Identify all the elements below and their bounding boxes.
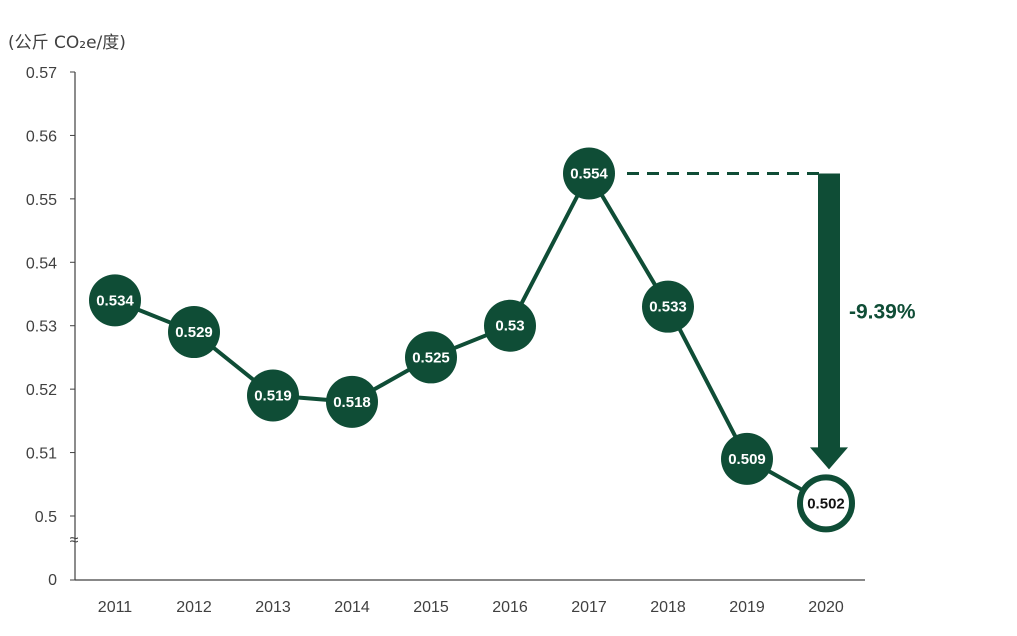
data-point-marker: [247, 369, 299, 422]
data-point-label: 0.554: [570, 165, 608, 182]
x-tick-label: 2015: [413, 599, 449, 616]
data-point-label: 0.502: [807, 495, 845, 512]
data-point-label: 0.525: [412, 349, 450, 366]
data-point-marker: [642, 280, 694, 333]
x-tick-label: 2016: [492, 599, 528, 616]
data-point: 0.525: [405, 331, 457, 384]
x-tick-label: 2018: [650, 599, 686, 616]
series-line: [113, 171, 828, 506]
y-tick-label: 0.54: [26, 255, 57, 272]
y-tick-label: 0.55: [26, 192, 57, 209]
x-tick-label: 2017: [571, 599, 607, 616]
down-arrow-icon: [810, 173, 848, 470]
data-point: 0.53: [484, 299, 536, 352]
y-tick-label: 0.57: [26, 65, 57, 82]
y-tick-label: 0.5: [35, 509, 57, 526]
data-point: 0.533: [642, 280, 694, 333]
x-tick-label: 2011: [98, 599, 133, 616]
series-segment: [666, 304, 749, 461]
x-tick-label: 2012: [176, 599, 212, 616]
axis-break-symbol: ≈: [70, 532, 79, 549]
data-point-marker: [89, 274, 141, 327]
x-tick-label: 2020: [808, 599, 844, 616]
y-tick-label: 0.53: [26, 319, 57, 336]
data-point-label: 0.529: [175, 324, 213, 341]
data-point-label: 0.53: [495, 318, 524, 335]
x-axis-ticks: 2011 2012 2013 2014 2015 2016 2017 2018 2019 2020: [98, 599, 844, 616]
data-point-marker: [484, 299, 536, 352]
data-point-marker: [405, 331, 457, 384]
data-points: 0.534 0.529 0.519 0.518 0.525 0.53 0.554 0.533 0…: [89, 147, 855, 533]
y-tick-label: 0.51: [26, 446, 57, 463]
data-point: 0.509: [721, 432, 773, 485]
change-annotation: -9.39%: [627, 171, 916, 470]
data-point-marker: [168, 306, 220, 359]
data-point-marker: [797, 474, 855, 533]
data-point-label: 0.534: [96, 292, 134, 309]
y-axis-ticks: 0.5 0.51 0.52 0.53 0.54 0.55 0.56 0.57 0 ≈: [26, 65, 79, 589]
data-point: 0.502: [797, 474, 855, 533]
x-tick-label: 2014: [334, 599, 370, 616]
data-point: 0.534: [89, 274, 141, 327]
x-tick-label: 2019: [729, 599, 765, 616]
data-point-marker: [563, 147, 615, 200]
data-point-label: 0.509: [728, 451, 766, 468]
data-point: 0.554: [563, 147, 615, 200]
data-point-marker: [326, 375, 378, 428]
data-point-marker: [721, 432, 773, 485]
series-segment: [508, 171, 591, 328]
percent-change-label: -9.39%: [849, 300, 916, 323]
data-point: 0.518: [326, 375, 378, 428]
y-tick-label: 0.56: [26, 128, 57, 145]
data-point-label: 0.519: [254, 387, 292, 404]
data-point-label: 0.533: [649, 299, 687, 316]
y-axis-unit-label: (公斤 CO₂e/度): [8, 33, 126, 53]
data-point: 0.529: [168, 306, 220, 359]
y-tick-label-zero: 0: [48, 572, 57, 589]
data-point-label: 0.518: [333, 394, 371, 411]
y-tick-label: 0.52: [26, 382, 57, 399]
x-tick-label: 2013: [255, 599, 291, 616]
data-point: 0.519: [247, 369, 299, 422]
